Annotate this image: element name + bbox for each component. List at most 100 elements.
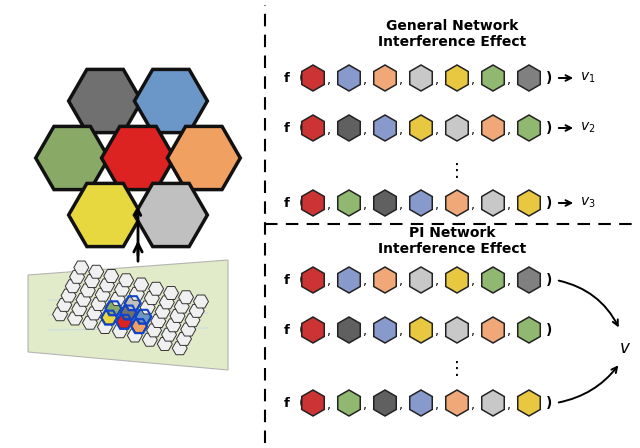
Polygon shape — [113, 325, 127, 338]
Polygon shape — [116, 315, 132, 328]
Text: Interference Effect: Interference Effect — [378, 35, 527, 49]
Polygon shape — [147, 324, 161, 337]
Polygon shape — [374, 317, 396, 343]
Polygon shape — [374, 115, 396, 141]
Polygon shape — [151, 314, 166, 327]
Polygon shape — [172, 342, 188, 355]
Polygon shape — [134, 278, 148, 291]
Polygon shape — [99, 279, 115, 292]
Text: ,: , — [363, 124, 367, 137]
Polygon shape — [518, 115, 540, 141]
Polygon shape — [374, 390, 396, 416]
Text: ,: , — [327, 276, 331, 289]
Text: ,: , — [363, 73, 367, 86]
Text: ,: , — [471, 399, 475, 412]
Polygon shape — [134, 183, 207, 246]
Polygon shape — [145, 292, 159, 305]
Text: ,: , — [399, 276, 403, 289]
Text: ,: , — [399, 399, 403, 412]
Polygon shape — [148, 282, 164, 295]
Text: ,: , — [507, 124, 511, 137]
Text: (: ( — [299, 196, 305, 210]
Polygon shape — [118, 274, 134, 287]
Text: ): ) — [546, 396, 552, 410]
Polygon shape — [338, 65, 360, 91]
Text: $\mathbf{f}$: $\mathbf{f}$ — [283, 396, 291, 410]
Text: ,: , — [507, 399, 511, 412]
Polygon shape — [102, 311, 116, 324]
Text: ,: , — [327, 198, 331, 211]
Polygon shape — [482, 65, 504, 91]
Text: ,: , — [399, 124, 403, 137]
Polygon shape — [95, 288, 110, 301]
Polygon shape — [36, 126, 109, 190]
Polygon shape — [155, 305, 170, 318]
Text: ): ) — [546, 71, 552, 85]
Polygon shape — [338, 317, 360, 343]
Polygon shape — [518, 317, 540, 343]
Polygon shape — [482, 267, 504, 293]
Polygon shape — [410, 65, 432, 91]
Polygon shape — [410, 190, 432, 216]
Polygon shape — [157, 337, 172, 350]
Polygon shape — [374, 190, 396, 216]
Polygon shape — [84, 275, 99, 288]
Polygon shape — [70, 271, 84, 283]
Polygon shape — [301, 65, 324, 91]
Text: (: ( — [299, 273, 305, 287]
Polygon shape — [301, 190, 324, 216]
Text: $\mathbf{f}$: $\mathbf{f}$ — [283, 71, 291, 85]
Polygon shape — [374, 267, 396, 293]
Polygon shape — [74, 261, 89, 274]
Polygon shape — [177, 332, 191, 345]
Polygon shape — [87, 307, 102, 320]
Polygon shape — [106, 302, 121, 315]
Polygon shape — [482, 115, 504, 141]
Polygon shape — [166, 319, 180, 332]
Polygon shape — [301, 317, 324, 343]
Text: (: ( — [299, 71, 305, 85]
Text: General Network: General Network — [387, 19, 518, 33]
Polygon shape — [518, 65, 540, 91]
Text: ,: , — [471, 276, 475, 289]
Text: (: ( — [299, 396, 305, 410]
Polygon shape — [68, 69, 141, 133]
Polygon shape — [76, 293, 91, 306]
Polygon shape — [115, 283, 129, 296]
Text: ): ) — [546, 273, 552, 287]
Text: $v_1$: $v_1$ — [580, 71, 595, 85]
Polygon shape — [338, 390, 360, 416]
Polygon shape — [127, 329, 142, 342]
Polygon shape — [445, 390, 468, 416]
Text: $\mathbf{f}$: $\mathbf{f}$ — [283, 323, 291, 337]
Polygon shape — [189, 304, 204, 317]
Polygon shape — [89, 265, 104, 278]
Text: $v_3$: $v_3$ — [580, 196, 596, 210]
Polygon shape — [179, 291, 193, 304]
Text: $\mathbf{f}$: $\mathbf{f}$ — [283, 196, 291, 210]
Polygon shape — [445, 267, 468, 293]
Text: $\vdots$: $\vdots$ — [447, 358, 458, 378]
Polygon shape — [338, 190, 360, 216]
Polygon shape — [482, 190, 504, 216]
Polygon shape — [134, 69, 207, 133]
Text: ,: , — [507, 73, 511, 86]
Text: (: ( — [299, 323, 305, 337]
Polygon shape — [132, 320, 147, 332]
Text: $v$: $v$ — [619, 339, 631, 357]
Text: $v_2$: $v_2$ — [580, 121, 595, 135]
Polygon shape — [185, 314, 200, 327]
Polygon shape — [110, 293, 125, 306]
Polygon shape — [410, 390, 432, 416]
Polygon shape — [301, 267, 324, 293]
Polygon shape — [68, 183, 141, 246]
Polygon shape — [72, 303, 87, 316]
Polygon shape — [57, 298, 72, 311]
Text: ,: , — [471, 198, 475, 211]
Polygon shape — [445, 317, 468, 343]
Polygon shape — [338, 115, 360, 141]
Polygon shape — [301, 115, 324, 141]
Polygon shape — [61, 289, 76, 302]
Text: ,: , — [507, 276, 511, 289]
Polygon shape — [83, 316, 97, 329]
